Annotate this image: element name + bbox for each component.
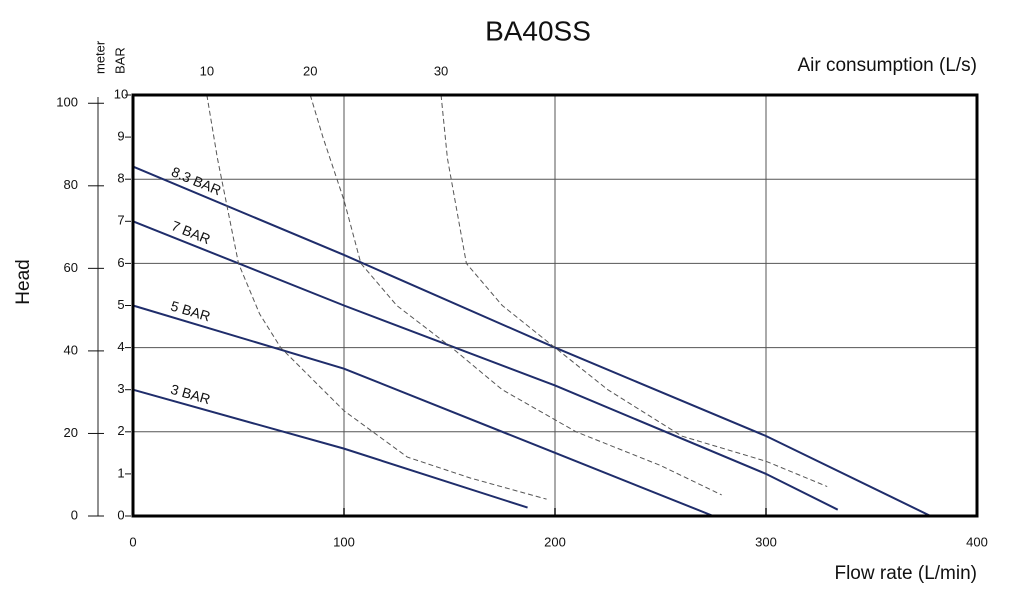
y-tick-label: 10 bbox=[114, 86, 128, 101]
x-tick-label: 400 bbox=[966, 534, 988, 549]
x-tick-label: 0 bbox=[129, 534, 136, 549]
top-axis-title: Air consumption (L/s) bbox=[797, 55, 977, 76]
x-axis-title: Flow rate (L/min) bbox=[834, 563, 977, 584]
x-tick-label: 100 bbox=[333, 534, 355, 549]
pressure-line bbox=[132, 388, 528, 509]
air-label: 30 bbox=[434, 63, 448, 78]
pressure-line bbox=[132, 304, 714, 517]
x-tick-label: 200 bbox=[544, 534, 566, 549]
y-tick-label: 0 bbox=[117, 507, 124, 522]
y2-tick-label: 20 bbox=[64, 425, 78, 440]
y-tick-label: 9 bbox=[117, 129, 124, 144]
y-unit-label: BAR bbox=[112, 47, 127, 74]
y2-tick-label: 40 bbox=[64, 342, 78, 357]
y-tick-label: 5 bbox=[117, 297, 124, 312]
air-label: 10 bbox=[200, 63, 214, 78]
y-tick-label: 1 bbox=[117, 465, 124, 480]
y-tick-label: 3 bbox=[117, 381, 124, 396]
y-tick-label: 4 bbox=[117, 339, 124, 354]
y-axis-title: Head bbox=[13, 259, 34, 304]
pressure-line bbox=[132, 165, 932, 517]
y-tick-label: 2 bbox=[117, 423, 124, 438]
y2-tick-label: 0 bbox=[71, 507, 78, 522]
y-tick-label: 8 bbox=[117, 171, 124, 186]
series-label: 3 BAR bbox=[169, 381, 212, 407]
pressure-line bbox=[132, 220, 839, 511]
plot-frame bbox=[131, 93, 979, 518]
air-label: 20 bbox=[303, 63, 317, 78]
series-label: 5 BAR bbox=[169, 297, 212, 324]
y2-tick-label: 80 bbox=[64, 177, 78, 192]
air-curve bbox=[206, 94, 547, 500]
air-curve bbox=[309, 94, 722, 496]
x-tick-label: 300 bbox=[755, 534, 777, 549]
y-tick-label: 6 bbox=[117, 255, 124, 270]
y-tick-label: 7 bbox=[117, 213, 124, 228]
chart-title: BA40SS bbox=[485, 15, 591, 46]
y2-tick-label: 60 bbox=[64, 260, 78, 275]
y2-tick-label: 100 bbox=[56, 95, 78, 110]
y2-unit-label: meter bbox=[92, 40, 107, 74]
air-curve bbox=[440, 94, 828, 487]
series-label: 7 BAR bbox=[169, 217, 213, 247]
